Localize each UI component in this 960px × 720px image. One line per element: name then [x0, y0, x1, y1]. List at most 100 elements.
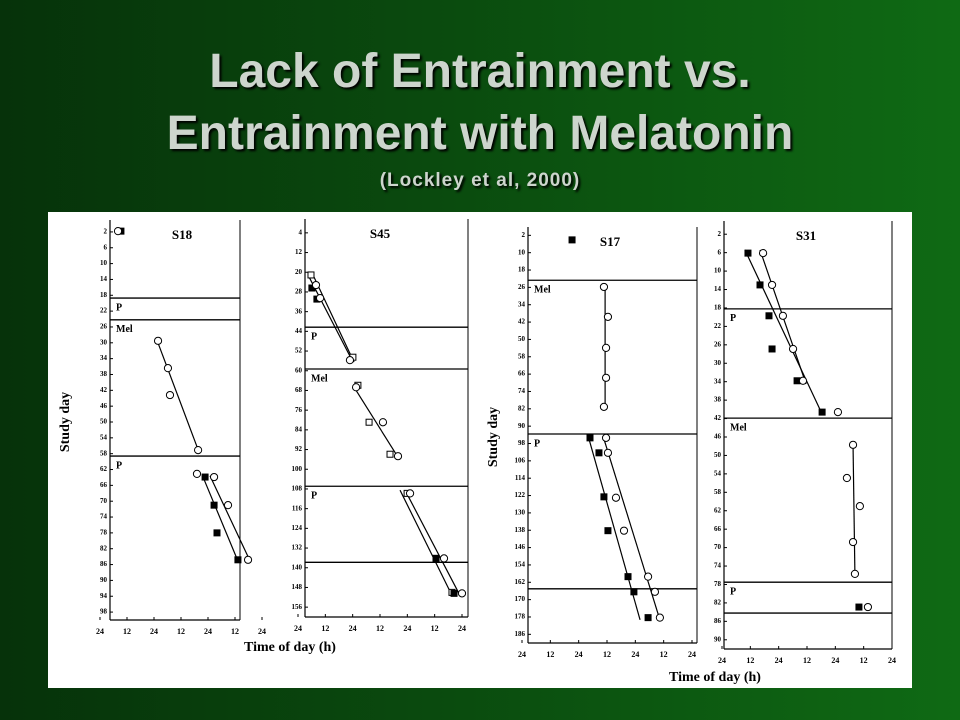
y-tick-label: 50 [518, 335, 526, 343]
x-tick-label: 24 [631, 650, 639, 659]
y-tick-label: 22 [100, 307, 108, 315]
y-axis-label: Study day [58, 392, 73, 452]
y-tick-label: 178 [515, 613, 526, 621]
point [311, 280, 321, 290]
x-tick-label: 24 [575, 650, 583, 659]
fit-line [202, 476, 239, 562]
panel-title: S18 [172, 227, 193, 242]
point [833, 408, 843, 417]
point [307, 271, 315, 279]
x-tick-label: 24 [718, 656, 726, 665]
point [599, 402, 609, 411]
point [848, 537, 858, 547]
y-tick-label: 18 [100, 291, 108, 299]
point [393, 452, 403, 461]
y-tick-label: 38 [100, 370, 108, 378]
citation: (Lockley et al, 2000) [379, 170, 581, 191]
phase-label: P [534, 438, 540, 449]
y-tick-label: 42 [714, 414, 722, 422]
point [386, 450, 394, 458]
point [619, 526, 629, 535]
phase-label: P [730, 313, 736, 324]
x-axis-label: Time of day (h) [244, 640, 336, 655]
y-tick-label: 82 [100, 544, 108, 552]
y-tick-label: 6 [718, 248, 722, 256]
fit-line [404, 489, 461, 596]
point [234, 556, 242, 564]
point [153, 336, 163, 345]
y-tick-label: 162 [515, 578, 526, 586]
y-tick-label: 42 [518, 318, 526, 326]
point [603, 312, 613, 321]
x-tick-label: 24 [258, 627, 266, 636]
y-tick-label: 58 [714, 488, 722, 496]
x-tick-label: 12 [177, 627, 185, 636]
y-tick-label: 36 [295, 307, 303, 315]
y-tick-label: 42 [100, 386, 108, 394]
point [432, 554, 440, 562]
fit-line [352, 384, 399, 458]
point [586, 434, 594, 442]
y-tick-label: 94 [100, 592, 108, 600]
y-tick-label: 130 [515, 509, 526, 517]
phase-label: Mel [730, 422, 747, 433]
y-tick-label: 54 [714, 469, 722, 477]
point [855, 502, 864, 511]
point [643, 572, 653, 581]
y-tick-label: 86 [100, 560, 108, 568]
point [788, 344, 798, 354]
y-tick-label: 2 [522, 231, 526, 239]
y-tick-label: 66 [100, 481, 108, 489]
point [599, 282, 609, 292]
x-tick-label: 12 [546, 650, 554, 659]
y-tick-label: 140 [292, 563, 303, 571]
y-tick-label: 82 [518, 404, 526, 412]
point [601, 343, 611, 352]
point [850, 569, 860, 578]
y-tick-label: 148 [292, 583, 303, 591]
y-tick-label: 6 [104, 243, 108, 251]
point [767, 280, 777, 290]
phase-label: Mel [534, 285, 551, 296]
point [378, 418, 388, 427]
y-tick-label: 10 [518, 248, 526, 256]
point [405, 489, 415, 498]
y-tick-label: 70 [714, 543, 722, 551]
y-tick-label: 82 [714, 599, 722, 607]
y-tick-label: 74 [100, 513, 108, 521]
y-tick-label: 12 [295, 248, 303, 256]
x-axis-label: Time of day (h) [669, 670, 761, 685]
y-tick-label: 186 [515, 630, 526, 638]
y-tick-label: 66 [518, 370, 526, 378]
y-tick-label: 10 [714, 267, 722, 275]
y-tick-label: 90 [100, 576, 108, 584]
point [603, 448, 613, 457]
point [351, 383, 361, 392]
x-tick-label: 12 [431, 624, 439, 633]
point [210, 501, 218, 509]
y-tick-label: 86 [714, 617, 722, 625]
y-tick-label: 58 [100, 449, 108, 457]
point [209, 472, 219, 482]
y-tick-label: 14 [100, 275, 108, 283]
x-tick-label: 24 [204, 627, 212, 636]
slide-title: Entrainment with Melatonin [166, 107, 794, 160]
phase-label: P [311, 331, 317, 342]
y-tick-label: 108 [292, 485, 303, 493]
y-tick-label: 2 [104, 228, 108, 236]
fit-line [312, 274, 355, 363]
x-tick-label: 24 [775, 656, 783, 665]
point [768, 345, 776, 353]
panel-title: S17 [600, 234, 621, 249]
phase-label: P [116, 460, 122, 471]
x-tick-label: 12 [746, 656, 754, 665]
x-tick-label: 24 [349, 624, 357, 633]
point [778, 311, 788, 320]
x-tick-label: 12 [123, 627, 131, 636]
point [604, 527, 612, 535]
y-tick-label: 60 [295, 366, 303, 374]
point [630, 588, 638, 596]
x-tick-label: 12 [376, 624, 384, 633]
point [863, 602, 873, 612]
